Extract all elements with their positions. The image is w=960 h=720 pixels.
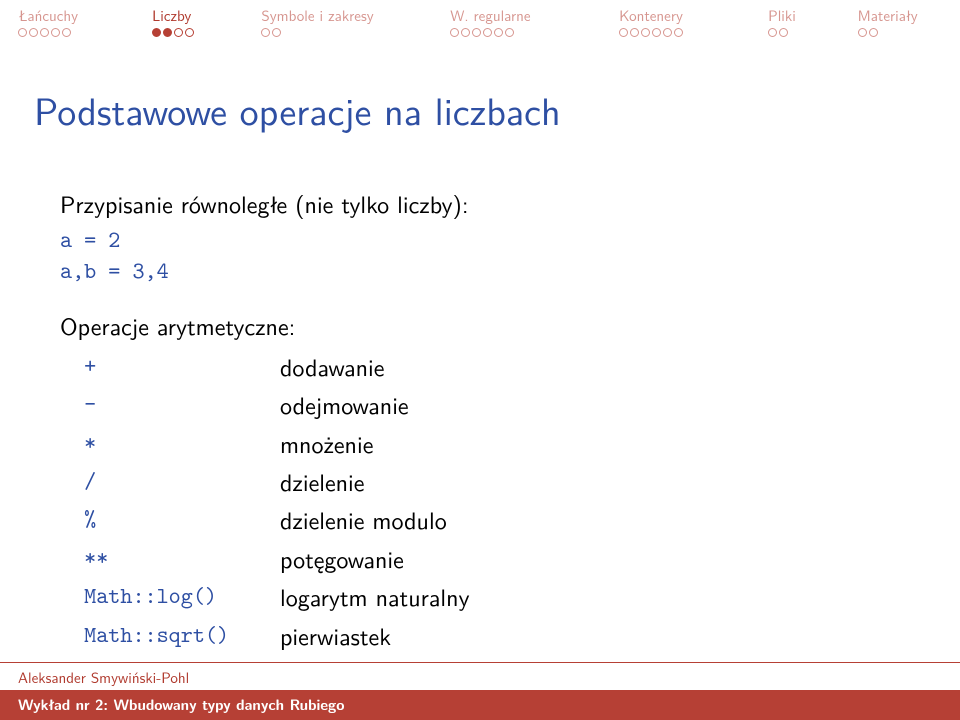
nav-dot[interactable] bbox=[18, 28, 27, 37]
slide-title: Podstawowe operacje na liczbach bbox=[34, 81, 926, 137]
op-description: logarytm naturalny bbox=[280, 578, 470, 616]
op-symbol: / bbox=[60, 463, 280, 501]
nav-dot[interactable] bbox=[51, 28, 60, 37]
nav-dot[interactable] bbox=[450, 28, 459, 37]
op-symbol: + bbox=[60, 348, 280, 386]
op-description: dzielenie bbox=[280, 463, 364, 501]
nav-section-label: Symbole i zakresy bbox=[261, 4, 373, 26]
nav-section[interactable]: Pliki bbox=[768, 4, 857, 37]
slide-content: Przypisanie równoległe (nie tylko liczby… bbox=[34, 185, 926, 655]
nav-section-label: Łańcuchy bbox=[18, 4, 78, 26]
nav-progress-dots bbox=[619, 28, 683, 37]
nav-dot[interactable] bbox=[163, 28, 172, 37]
nav-dot[interactable] bbox=[641, 28, 650, 37]
nav-section-label: Pliki bbox=[768, 4, 796, 26]
footer-author: Aleksander Smywiński-Pohl bbox=[0, 662, 960, 690]
nav-section[interactable]: Kontenery bbox=[619, 4, 768, 37]
ops-table: +dodawanie -odejmowanie *mnożenie /dziel… bbox=[60, 348, 926, 655]
nav-section[interactable]: Liczby bbox=[152, 4, 261, 37]
ops-row: Math::log()logarytm naturalny bbox=[60, 578, 926, 616]
slide-body: Podstawowe operacje na liczbach Przypisa… bbox=[0, 37, 960, 655]
nav-dot[interactable] bbox=[185, 28, 194, 37]
op-symbol: * bbox=[60, 425, 280, 463]
footer-lecture: Wykład nr 2: Wbudowany typy danych Rubie… bbox=[0, 690, 960, 720]
nav-dot[interactable] bbox=[630, 28, 639, 37]
op-symbol: - bbox=[60, 386, 280, 424]
nav-section[interactable]: Materiały bbox=[858, 4, 942, 37]
op-symbol: Math::log() bbox=[60, 578, 280, 616]
op-description: pierwiastek bbox=[280, 617, 391, 655]
nav-dot[interactable] bbox=[494, 28, 503, 37]
ops-row: %dzielenie modulo bbox=[60, 501, 926, 539]
assignment-heading: Przypisanie równoległe (nie tylko liczby… bbox=[60, 185, 926, 223]
nav-dot[interactable] bbox=[779, 28, 788, 37]
op-description: potęgowanie bbox=[280, 540, 404, 578]
code-line: a,b = 3,4 bbox=[60, 256, 926, 287]
nav-dot[interactable] bbox=[663, 28, 672, 37]
nav-section-label: Liczby bbox=[152, 4, 191, 26]
nav-progress-dots bbox=[152, 28, 194, 37]
nav-progress-dots bbox=[450, 28, 514, 37]
footer: Aleksander Smywiński-Pohl Wykład nr 2: W… bbox=[0, 662, 960, 720]
nav-section-label: W. regularne bbox=[450, 4, 530, 26]
nav-dot[interactable] bbox=[272, 28, 281, 37]
nav-dot[interactable] bbox=[483, 28, 492, 37]
nav-section-label: Materiały bbox=[858, 4, 918, 26]
nav-progress-dots bbox=[858, 28, 878, 37]
nav-section[interactable]: Łańcuchy bbox=[18, 4, 152, 37]
nav-dot[interactable] bbox=[40, 28, 49, 37]
op-description: odejmowanie bbox=[280, 386, 409, 424]
nav-section[interactable]: Symbole i zakresy bbox=[261, 4, 450, 37]
op-description: mnożenie bbox=[280, 425, 373, 463]
nav-dot[interactable] bbox=[174, 28, 183, 37]
nav-dot[interactable] bbox=[652, 28, 661, 37]
nav-dot[interactable] bbox=[152, 28, 161, 37]
op-symbol: ** bbox=[60, 540, 280, 578]
ops-row: Math::sqrt()pierwiastek bbox=[60, 617, 926, 655]
op-description: dzielenie modulo bbox=[280, 501, 447, 539]
nav-progress-dots bbox=[261, 28, 281, 37]
code-line: a = 2 bbox=[60, 225, 926, 256]
ops-row: *mnożenie bbox=[60, 425, 926, 463]
ops-heading: Operacje arytmetyczne: bbox=[60, 307, 926, 345]
nav-dot[interactable] bbox=[619, 28, 628, 37]
nav-dot[interactable] bbox=[62, 28, 71, 37]
nav-dot[interactable] bbox=[461, 28, 470, 37]
ops-row: /dzielenie bbox=[60, 463, 926, 501]
op-description: dodawanie bbox=[280, 348, 384, 386]
nav-dot[interactable] bbox=[505, 28, 514, 37]
nav-progress-dots bbox=[768, 28, 788, 37]
nav-dot[interactable] bbox=[768, 28, 777, 37]
nav-progress-dots bbox=[18, 28, 71, 37]
nav-bar: Łańcuchy Liczby Symbole i zakresy W. regula… bbox=[0, 0, 960, 37]
ops-row: -odejmowanie bbox=[60, 386, 926, 424]
nav-dot[interactable] bbox=[869, 28, 878, 37]
nav-dot[interactable] bbox=[261, 28, 270, 37]
nav-dot[interactable] bbox=[674, 28, 683, 37]
nav-dot[interactable] bbox=[472, 28, 481, 37]
ops-row: **potęgowanie bbox=[60, 540, 926, 578]
ops-row: +dodawanie bbox=[60, 348, 926, 386]
code-block: a = 2a,b = 3,4 bbox=[60, 225, 926, 287]
nav-dot[interactable] bbox=[29, 28, 38, 37]
op-symbol: Math::sqrt() bbox=[60, 617, 280, 655]
nav-section[interactable]: W. regularne bbox=[450, 4, 619, 37]
nav-dot[interactable] bbox=[858, 28, 867, 37]
op-symbol: % bbox=[60, 501, 280, 539]
nav-section-label: Kontenery bbox=[619, 4, 683, 26]
